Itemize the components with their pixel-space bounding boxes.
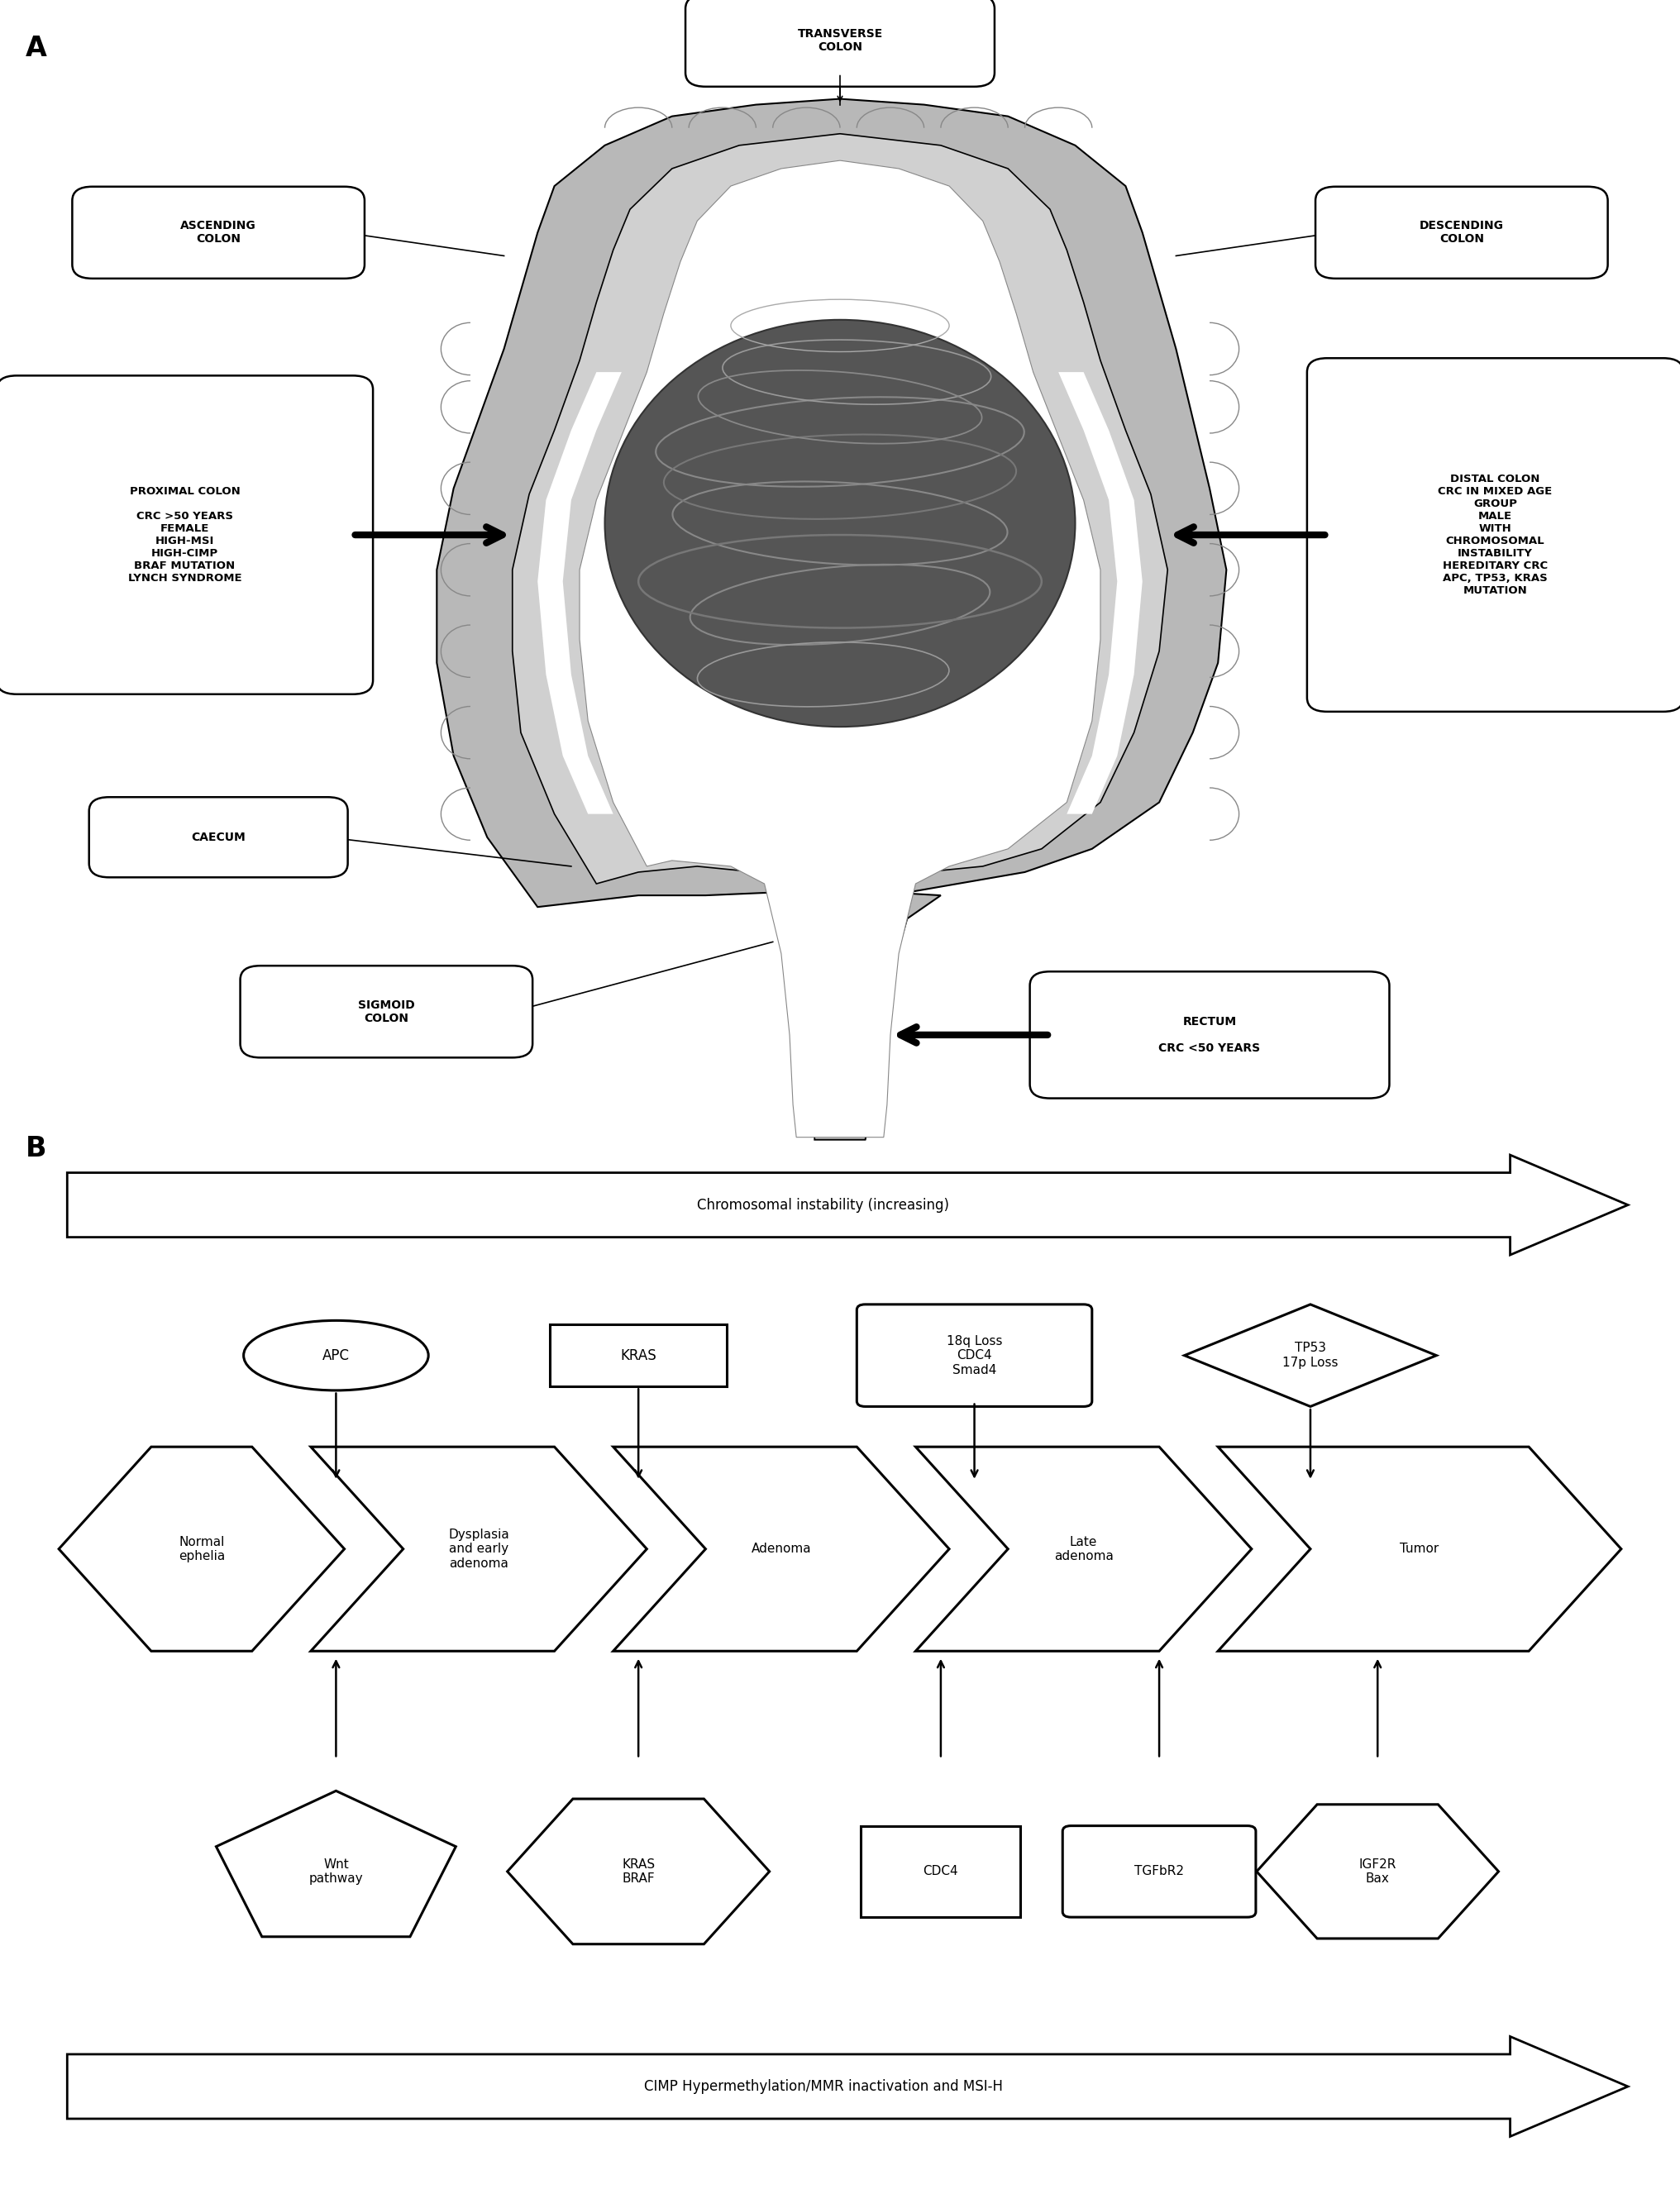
Polygon shape (437, 99, 1226, 1139)
FancyBboxPatch shape (240, 965, 533, 1058)
Polygon shape (217, 1790, 455, 1937)
Text: DISTAL COLON
CRC IN MIXED AGE
GROUP
MALE
WITH
CHROMOSOMAL
INSTABILITY
HEREDITARY: DISTAL COLON CRC IN MIXED AGE GROUP MALE… (1438, 474, 1552, 597)
Text: TRANSVERSE
COLON: TRANSVERSE COLON (798, 29, 882, 53)
FancyArrow shape (67, 1154, 1628, 1255)
FancyBboxPatch shape (685, 0, 995, 86)
Text: Chromosomal instability (increasing): Chromosomal instability (increasing) (697, 1198, 949, 1213)
FancyBboxPatch shape (1307, 358, 1680, 711)
Text: KRAS
BRAF: KRAS BRAF (622, 1858, 655, 1885)
Text: CDC4: CDC4 (924, 1865, 958, 1878)
Ellipse shape (244, 1321, 428, 1391)
Polygon shape (512, 134, 1168, 1139)
Text: KRAS: KRAS (620, 1347, 657, 1362)
Polygon shape (311, 1446, 647, 1652)
FancyBboxPatch shape (551, 1325, 727, 1387)
Text: RECTUM

CRC <50 YEARS: RECTUM CRC <50 YEARS (1159, 1016, 1260, 1053)
Text: CIMP Hypermethylation/MMR inactivation and MSI-H: CIMP Hypermethylation/MMR inactivation a… (643, 2080, 1003, 2093)
FancyArrow shape (67, 2036, 1628, 2137)
Polygon shape (1058, 373, 1142, 814)
FancyBboxPatch shape (89, 796, 348, 878)
Text: TP53
17p Loss: TP53 17p Loss (1282, 1343, 1339, 1369)
Polygon shape (613, 1446, 949, 1652)
Polygon shape (59, 1446, 344, 1652)
Polygon shape (1218, 1446, 1621, 1652)
Text: Wnt
pathway: Wnt pathway (309, 1858, 363, 1885)
Ellipse shape (605, 320, 1075, 726)
Polygon shape (916, 1446, 1252, 1652)
Text: SIGMOID
COLON: SIGMOID COLON (358, 998, 415, 1025)
Text: Dysplasia
and early
adenoma: Dysplasia and early adenoma (449, 1529, 509, 1569)
Text: Tumor: Tumor (1399, 1542, 1440, 1556)
Text: DESCENDING
COLON: DESCENDING COLON (1420, 219, 1504, 246)
Text: TGFbR2: TGFbR2 (1134, 1865, 1184, 1878)
FancyBboxPatch shape (1315, 186, 1608, 279)
FancyBboxPatch shape (0, 375, 373, 693)
Polygon shape (507, 1799, 769, 1944)
Text: APC: APC (323, 1347, 349, 1362)
Text: ASCENDING
COLON: ASCENDING COLON (180, 219, 257, 246)
Text: Adenoma: Adenoma (751, 1542, 811, 1556)
FancyBboxPatch shape (1063, 1825, 1257, 1918)
Text: B: B (25, 1134, 47, 1163)
FancyBboxPatch shape (862, 1825, 1021, 1918)
Polygon shape (1184, 1305, 1436, 1406)
Text: PROXIMAL COLON

CRC >50 YEARS
FEMALE
HIGH-MSI
HIGH-CIMP
BRAF MUTATION
LYNCH SYND: PROXIMAL COLON CRC >50 YEARS FEMALE HIGH… (128, 487, 242, 584)
Polygon shape (580, 160, 1100, 1136)
Text: CAECUM: CAECUM (192, 832, 245, 842)
Text: Normal
ephelia: Normal ephelia (178, 1536, 225, 1562)
Text: 18q Loss
CDC4
Smad4: 18q Loss CDC4 Smad4 (946, 1334, 1003, 1376)
Text: Late
adenoma: Late adenoma (1053, 1536, 1114, 1562)
FancyBboxPatch shape (1030, 972, 1389, 1099)
FancyBboxPatch shape (72, 186, 365, 279)
Polygon shape (538, 373, 622, 814)
Text: A: A (25, 35, 47, 61)
Polygon shape (1257, 1803, 1499, 1939)
FancyBboxPatch shape (857, 1305, 1092, 1406)
Text: IGF2R
Bax: IGF2R Bax (1359, 1858, 1396, 1885)
